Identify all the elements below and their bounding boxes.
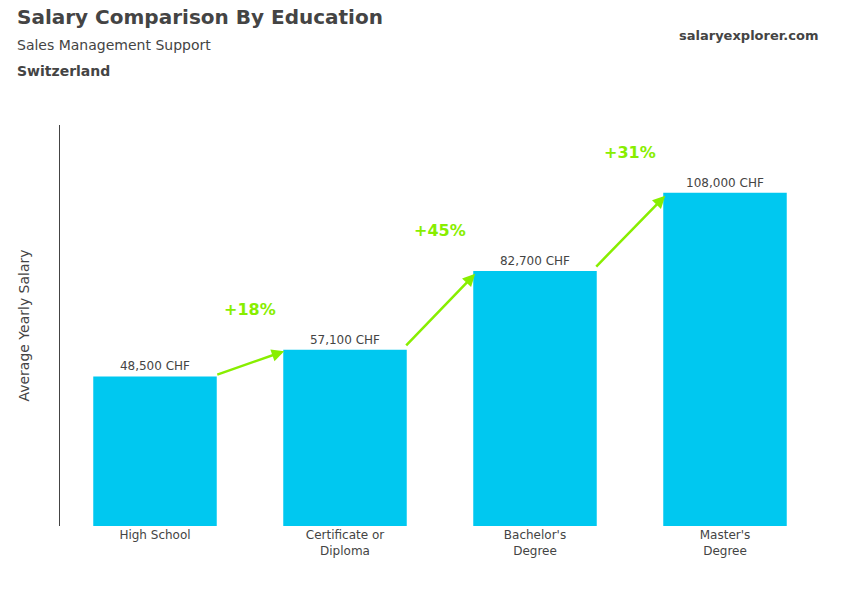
- svg-text:Average Yearly Salary: Average Yearly Salary: [16, 249, 32, 401]
- svg-text:48,500 CHF: 48,500 CHF: [120, 359, 190, 373]
- svg-text:82,700 CHF: 82,700 CHF: [500, 254, 570, 268]
- svg-text:+31%: +31%: [604, 143, 656, 162]
- svg-text:Master'sDegree: Master'sDegree: [700, 528, 751, 558]
- svg-text:salaryexplorer.com: salaryexplorer.com: [679, 28, 818, 43]
- svg-text:Certificate orDiploma: Certificate orDiploma: [306, 528, 384, 558]
- svg-text:Bachelor'sDegree: Bachelor'sDegree: [504, 528, 566, 558]
- svg-text:108,000 CHF: 108,000 CHF: [686, 176, 764, 190]
- svg-text:High School: High School: [119, 528, 190, 542]
- svg-text:+18%: +18%: [224, 300, 276, 319]
- svg-text:57,100 CHF: 57,100 CHF: [310, 333, 380, 347]
- svg-text:+45%: +45%: [414, 221, 466, 240]
- svg-text:Salary Comparison By Education: Salary Comparison By EducationSales Mana…: [17, 5, 383, 79]
